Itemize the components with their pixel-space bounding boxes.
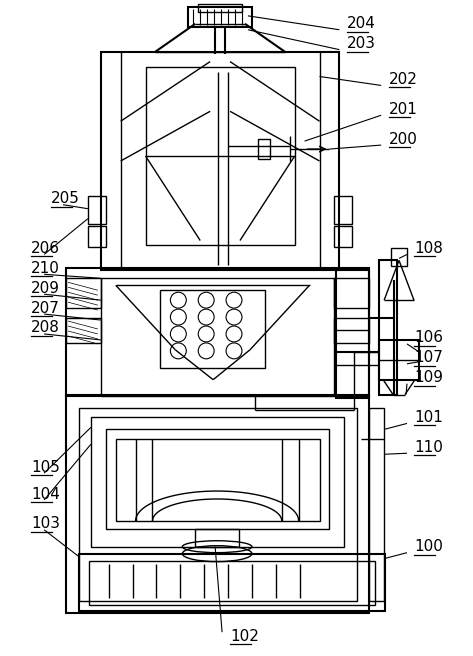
Text: 101: 101 bbox=[414, 410, 443, 425]
Circle shape bbox=[226, 309, 242, 325]
Bar bbox=[160, 290, 265, 368]
Text: 108: 108 bbox=[414, 241, 443, 256]
Circle shape bbox=[198, 343, 214, 359]
Text: 208: 208 bbox=[31, 321, 60, 335]
Bar bbox=[188, 7, 252, 27]
Bar bbox=[66, 268, 369, 396]
Text: 207: 207 bbox=[31, 300, 60, 316]
Text: 110: 110 bbox=[414, 440, 443, 455]
Text: 100: 100 bbox=[414, 539, 443, 554]
Text: 105: 105 bbox=[31, 460, 60, 475]
Text: 202: 202 bbox=[389, 72, 418, 87]
Bar bbox=[336, 270, 369, 398]
Bar bbox=[116, 440, 319, 521]
Text: 204: 204 bbox=[347, 16, 376, 31]
Circle shape bbox=[198, 309, 214, 325]
Bar bbox=[334, 226, 352, 247]
Bar bbox=[334, 195, 352, 224]
Bar bbox=[79, 554, 385, 611]
Bar bbox=[106, 430, 330, 529]
Text: 203: 203 bbox=[347, 36, 377, 51]
Bar bbox=[379, 260, 397, 395]
Bar bbox=[146, 66, 295, 245]
Bar bbox=[198, 4, 242, 12]
Circle shape bbox=[170, 326, 186, 342]
Circle shape bbox=[170, 309, 186, 325]
Bar bbox=[101, 278, 334, 396]
Text: 107: 107 bbox=[414, 350, 443, 365]
Text: 201: 201 bbox=[389, 102, 418, 117]
Bar bbox=[195, 529, 239, 546]
Text: 109: 109 bbox=[414, 370, 443, 385]
Circle shape bbox=[170, 343, 186, 359]
Text: 205: 205 bbox=[51, 192, 80, 206]
Text: 104: 104 bbox=[31, 487, 60, 502]
Circle shape bbox=[198, 326, 214, 342]
Circle shape bbox=[198, 292, 214, 308]
Bar bbox=[88, 195, 106, 224]
Bar bbox=[79, 407, 357, 602]
Bar bbox=[66, 318, 101, 343]
Text: 102: 102 bbox=[230, 628, 259, 644]
Text: 106: 106 bbox=[414, 331, 443, 346]
Bar bbox=[391, 249, 407, 266]
Bar bbox=[66, 395, 369, 613]
Bar bbox=[258, 139, 270, 159]
Bar bbox=[334, 318, 369, 343]
Bar bbox=[91, 417, 344, 546]
Circle shape bbox=[170, 292, 186, 308]
Bar bbox=[369, 407, 384, 602]
Text: 206: 206 bbox=[31, 241, 60, 256]
Bar bbox=[88, 226, 106, 247]
Bar bbox=[101, 52, 340, 270]
Bar bbox=[66, 278, 101, 308]
Text: 103: 103 bbox=[31, 516, 60, 531]
Text: 209: 209 bbox=[31, 281, 60, 296]
Circle shape bbox=[226, 326, 242, 342]
Text: 210: 210 bbox=[31, 261, 60, 276]
Text: 200: 200 bbox=[389, 132, 418, 146]
Circle shape bbox=[226, 292, 242, 308]
Bar bbox=[89, 561, 375, 605]
Bar bbox=[379, 340, 419, 380]
Bar bbox=[334, 278, 369, 308]
Circle shape bbox=[226, 343, 242, 359]
